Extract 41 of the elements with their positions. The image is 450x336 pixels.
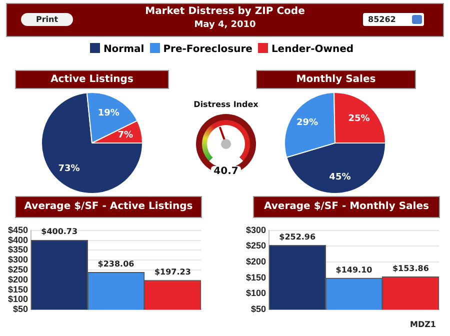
y-tick-label: $450 xyxy=(8,224,28,235)
data-label: $252.96 xyxy=(279,232,316,242)
data-label: 19% xyxy=(98,108,120,118)
data-label: $400.73 xyxy=(41,227,78,236)
data-label: 25% xyxy=(348,114,370,124)
data-label: $149.10 xyxy=(336,265,373,274)
y-tick-label: $300 xyxy=(8,254,28,265)
chart-title: Average $/SF - Monthly Sales xyxy=(253,196,440,218)
zip-dropdown: 85262 xyxy=(363,13,424,26)
y-tick-label: $250 xyxy=(246,240,266,251)
data-label: 45% xyxy=(329,172,351,182)
y-tick-label: $50 xyxy=(250,304,266,314)
text: 40.7 xyxy=(211,166,241,177)
print-button: Print xyxy=(21,13,73,26)
y-tick-label: $50 xyxy=(12,304,28,314)
y-tick-label: $150 xyxy=(246,272,266,282)
chart-title: Average $/SF - Active Listings xyxy=(15,196,202,218)
text: Market Distress by ZIP Code xyxy=(145,6,305,17)
y-tick-label: $250 xyxy=(8,264,28,274)
data-label: $197.23 xyxy=(154,268,191,277)
data-label: 29% xyxy=(296,118,318,128)
legend-label: Pre-Foreclosure xyxy=(163,44,252,55)
data-label: $238.06 xyxy=(98,259,135,268)
text: MDZ1 xyxy=(410,320,436,329)
data-label: 73% xyxy=(58,164,80,174)
text: Distress Index xyxy=(192,100,260,109)
y-tick-label: $400 xyxy=(8,234,28,245)
y-tick-label: $300 xyxy=(246,224,266,235)
legend-label: Lender-Owned xyxy=(271,44,354,55)
y-tick-label: $350 xyxy=(8,244,28,255)
y-tick-label: $200 xyxy=(246,256,266,267)
text: May 4, 2010 xyxy=(194,20,256,30)
y-tick-label: $100 xyxy=(246,288,266,298)
data-label: 7% xyxy=(118,130,134,141)
data-label: $153.86 xyxy=(392,264,430,273)
legend-label: Normal xyxy=(103,44,144,55)
text: Active Listings xyxy=(15,70,169,89)
y-tick-label: $100 xyxy=(8,294,28,304)
y-tick-label: $200 xyxy=(8,274,28,284)
chart-title: Monthly Sales xyxy=(256,70,416,89)
y-tick-label: $150 xyxy=(8,284,28,294)
